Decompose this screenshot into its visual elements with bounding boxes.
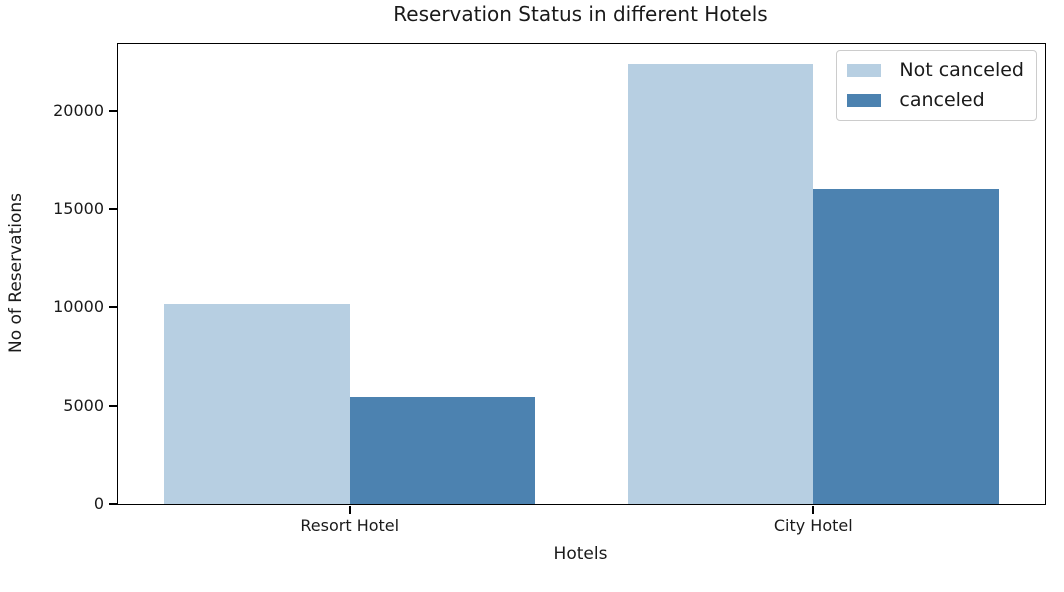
y-tick-label: 20000	[53, 100, 104, 120]
x-tick-mark	[348, 505, 351, 514]
x-tick-label: Resort Hotel	[300, 516, 400, 535]
bar-not-canceled	[627, 63, 814, 504]
bar-not-canceled	[164, 303, 350, 504]
chart-title: Reservation Status in different Hotels	[393, 2, 768, 26]
x-tick-label: City Hotel	[773, 516, 853, 535]
y-tick-label: 15000	[53, 199, 104, 219]
y-axis-label: No of Reservations	[6, 192, 26, 354]
legend-label: Not canceled	[899, 59, 1024, 81]
legend-label: canceled	[899, 88, 985, 111]
legend-swatch	[847, 93, 882, 107]
y-tick-mark	[108, 208, 117, 211]
legend-entry: canceled	[847, 88, 1024, 111]
plot-area: 0 5000 10000 15000 20000 Resort Hotel City Ho…	[53, 43, 1046, 535]
y-tick-label: 0	[93, 494, 104, 513]
bar-canceled	[349, 396, 536, 504]
y-tick-label: 5000	[63, 395, 104, 415]
legend-entry: Not canceled	[847, 60, 1024, 81]
y-tick-mark	[108, 306, 117, 309]
y-tick-mark	[108, 109, 117, 112]
y-tick-mark	[108, 503, 117, 505]
x-axis-label: Hotels	[553, 544, 608, 564]
y-tick-label: 10000	[53, 297, 104, 317]
legend-swatch	[847, 63, 882, 77]
legend: Not canceled canceled	[836, 50, 1037, 121]
x-tick-mark	[812, 505, 815, 514]
y-tick-mark	[108, 404, 117, 407]
bar-canceled	[813, 189, 999, 504]
